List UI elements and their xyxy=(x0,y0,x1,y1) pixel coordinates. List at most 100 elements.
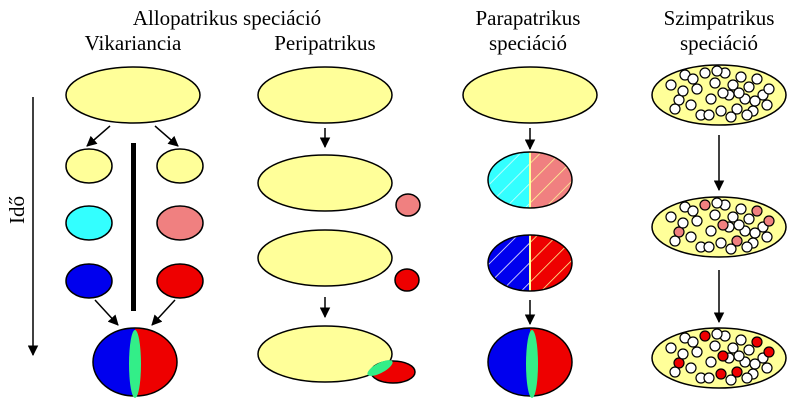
peripatric-isolate-1 xyxy=(396,194,420,216)
individual-marker xyxy=(678,86,688,96)
individual-marker xyxy=(686,100,696,110)
vicariance-left-population-2 xyxy=(66,206,112,240)
individual-marker xyxy=(704,373,714,383)
time-axis-label: Idő xyxy=(5,196,29,224)
individual-marker xyxy=(716,106,726,116)
individual-marker xyxy=(670,236,680,246)
individual-marker xyxy=(706,226,716,236)
vicariance-right-population-2 xyxy=(157,206,203,240)
individual-marker xyxy=(666,343,676,353)
individual-marker xyxy=(686,232,696,242)
individual-marker xyxy=(726,375,736,385)
individual-marker xyxy=(692,347,702,357)
peripatric-main-population-2 xyxy=(258,230,392,286)
parapatric-ancestral-population xyxy=(463,67,597,123)
peripatric-isolate-2 xyxy=(395,269,419,291)
sympatric-column xyxy=(652,65,786,388)
parapatric-population-stage-1 xyxy=(488,152,572,208)
heading-peripatric: Peripatrikus xyxy=(274,31,375,55)
individual-marker xyxy=(736,335,746,345)
individual-marker xyxy=(712,198,722,208)
vicariance-arrow-merge-left xyxy=(95,300,118,325)
individual-marker xyxy=(734,220,744,230)
individual-marker xyxy=(700,331,710,341)
vicariance-secondary-contact xyxy=(93,328,177,398)
individual-marker xyxy=(716,238,726,248)
individual-marker xyxy=(688,74,698,84)
individual-marker xyxy=(666,212,676,222)
geographic-barrier xyxy=(131,143,136,311)
individual-marker xyxy=(716,369,726,379)
vicariance-column xyxy=(66,67,203,398)
individual-marker xyxy=(692,84,702,94)
individual-marker xyxy=(726,112,736,122)
heading-allopatric: Allopatrikus speciáció xyxy=(133,6,321,30)
heading-parapatric-line2: speciáció xyxy=(489,31,567,55)
individual-marker xyxy=(744,345,754,355)
individual-marker xyxy=(752,206,762,216)
individual-marker xyxy=(734,88,744,98)
individual-marker xyxy=(666,80,676,90)
vicariance-arrow-right xyxy=(155,126,178,146)
parapatric-population-stage-2 xyxy=(488,235,572,291)
individual-marker xyxy=(688,206,698,216)
individual-marker xyxy=(764,347,774,357)
contact-zone xyxy=(129,330,141,398)
individual-marker xyxy=(718,351,728,361)
heading-parapatric-line1: Parapatrikus xyxy=(476,6,581,30)
individual-marker xyxy=(736,204,746,214)
individual-marker xyxy=(764,216,774,226)
individual-marker xyxy=(710,210,720,220)
individual-marker xyxy=(692,216,702,226)
individual-marker xyxy=(744,82,754,92)
individual-marker xyxy=(706,94,716,104)
individual-marker xyxy=(762,100,772,110)
individual-marker xyxy=(742,110,752,120)
vicariance-right-population-3 xyxy=(157,264,203,298)
heading-vicariance: Vikariancia xyxy=(85,31,182,55)
individual-marker xyxy=(744,214,754,224)
individual-marker xyxy=(712,329,722,339)
individual-marker xyxy=(736,72,746,82)
contact-zone xyxy=(526,330,538,398)
individual-marker xyxy=(752,74,762,84)
peripatric-ancestral-population xyxy=(258,67,392,123)
heading-sympatric-line2: speciáció xyxy=(680,31,758,55)
vicariance-left-population-3 xyxy=(66,264,112,298)
individual-marker xyxy=(678,218,688,228)
vicariance-left-population-1 xyxy=(66,149,112,183)
individual-marker xyxy=(742,373,752,383)
individual-marker xyxy=(686,363,696,373)
individual-marker xyxy=(750,228,760,238)
individual-marker xyxy=(718,220,728,230)
individual-marker xyxy=(718,88,728,98)
individual-marker xyxy=(762,232,772,242)
individual-marker xyxy=(678,349,688,359)
vicariance-right-population-1 xyxy=(157,149,203,183)
individual-marker xyxy=(750,96,760,106)
heading-sympatric-line1: Szimpatrikus xyxy=(664,6,775,30)
individual-marker xyxy=(706,357,716,367)
individual-marker xyxy=(752,337,762,347)
individual-marker xyxy=(734,351,744,361)
individual-marker xyxy=(700,68,710,78)
individual-marker xyxy=(742,242,752,252)
peripatric-column xyxy=(258,67,420,383)
individual-marker xyxy=(710,78,720,88)
peripatric-secondary-contact xyxy=(258,326,415,383)
parapatric-column xyxy=(463,67,597,398)
individual-marker xyxy=(764,84,774,94)
individual-marker xyxy=(726,244,736,254)
peripatric-main-population-1 xyxy=(258,155,392,211)
individual-marker xyxy=(704,110,714,120)
vicariance-ancestral-population xyxy=(66,67,200,123)
vicariance-arrow-merge-right xyxy=(152,300,175,325)
individual-marker xyxy=(688,337,698,347)
time-axis: Idő xyxy=(5,97,33,355)
individual-marker xyxy=(710,341,720,351)
individual-marker xyxy=(700,200,710,210)
vicariance-arrow-left xyxy=(87,126,110,146)
individual-marker xyxy=(704,242,714,252)
individual-marker xyxy=(750,359,760,369)
